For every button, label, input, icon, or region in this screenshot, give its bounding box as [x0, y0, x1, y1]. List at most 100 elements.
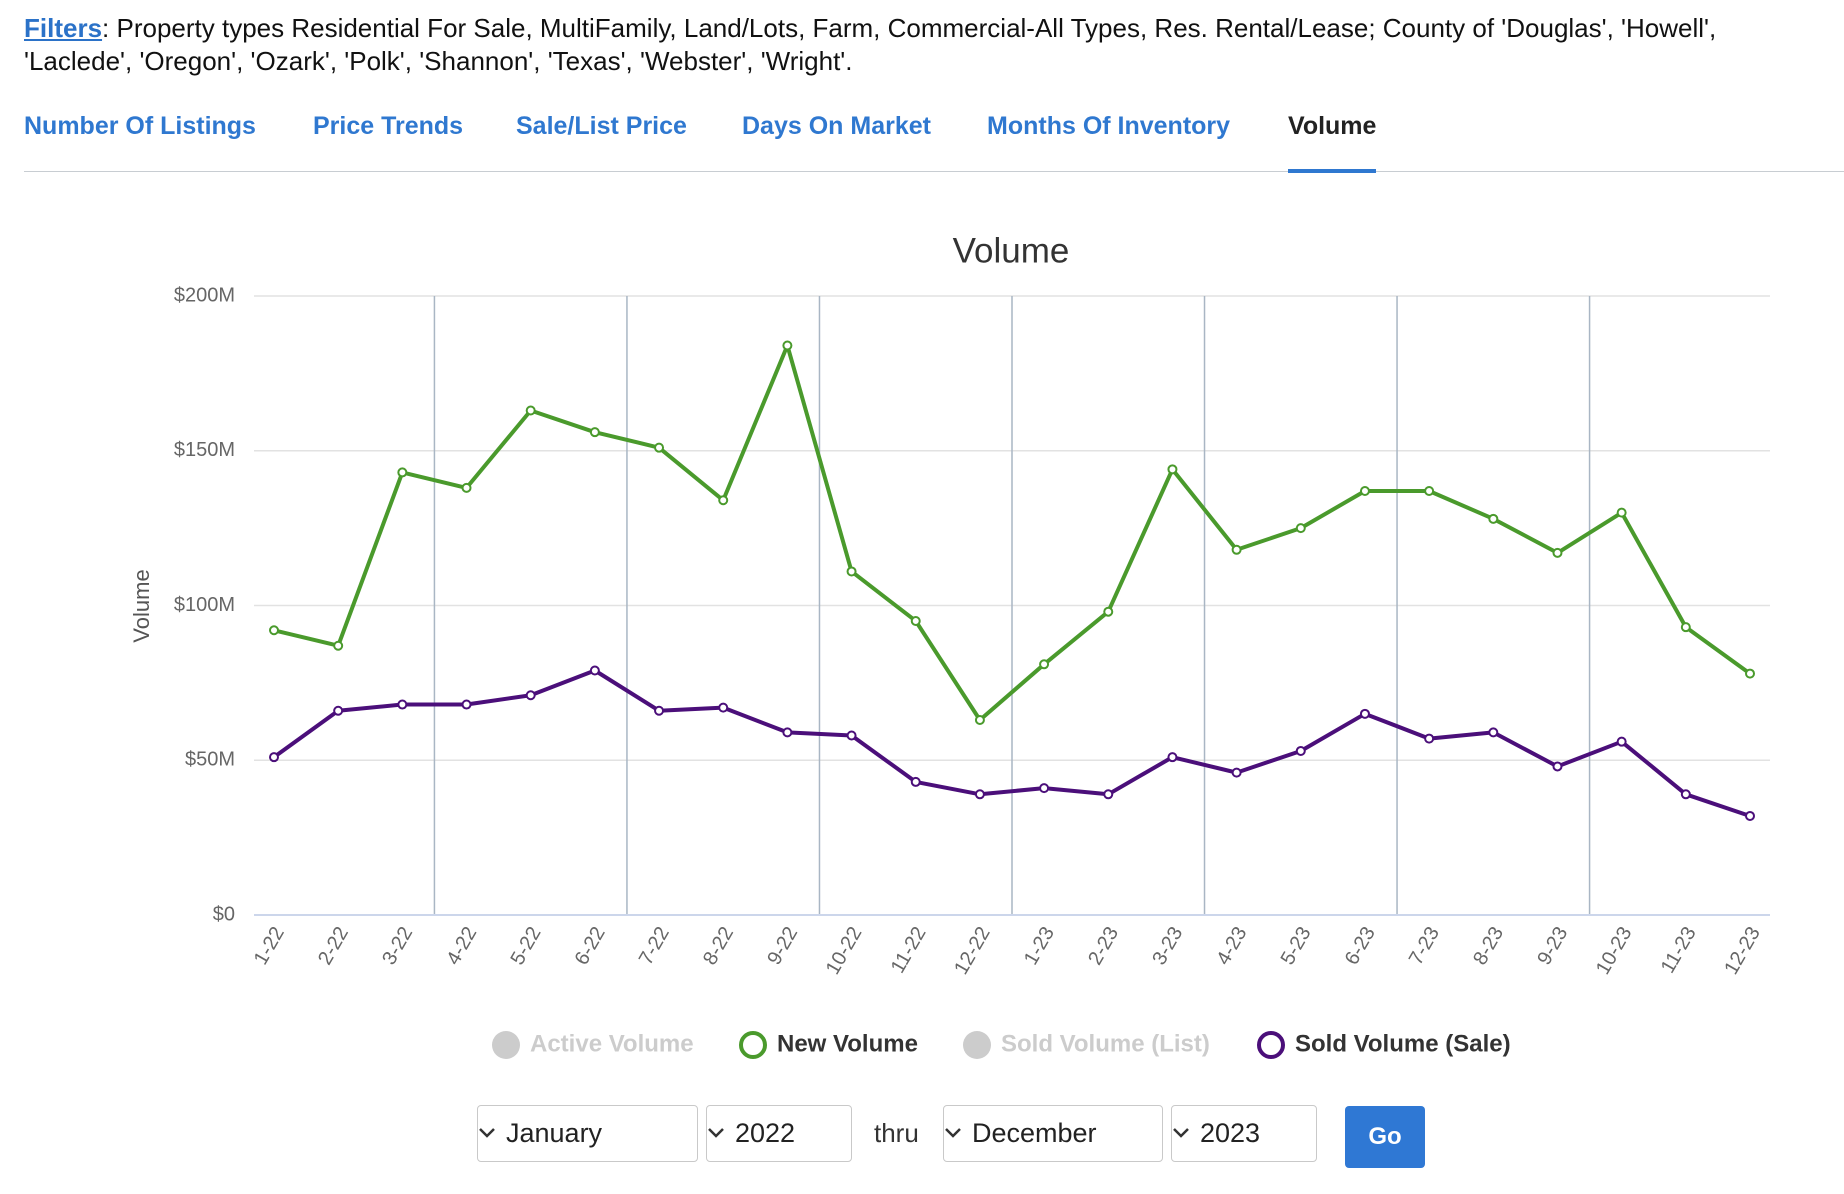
- point: [461, 482, 472, 493]
- point: [269, 752, 279, 763]
- point: [1359, 485, 1370, 496]
- filters: Filters: Property types Residential For …: [24, 12, 1814, 78]
- x-tick-label: 6-22: [571, 923, 610, 969]
- legend-label: Sold Volume (List): [1001, 1030, 1210, 1057]
- point: [1039, 783, 1050, 794]
- chevron: [945, 1128, 961, 1138]
- x-tick-label: 2-23: [1084, 923, 1123, 969]
- tab[interactable]: Months Of Inventory: [987, 112, 1231, 140]
- point: [1167, 752, 1178, 763]
- x-tick-label: 5-22: [507, 923, 546, 969]
- start-year-select[interactable]: 2022: [706, 1105, 852, 1162]
- point: [1103, 606, 1114, 617]
- series-line: [272, 668, 1751, 818]
- y-tick-label: $200M: [174, 284, 235, 306]
- start-month-select[interactable]: January: [477, 1105, 698, 1162]
- chevron: [479, 1128, 495, 1138]
- tab[interactable]: Price Trends: [313, 112, 464, 140]
- y-tick-label: $0: [213, 903, 235, 925]
- select-text: 2022: [735, 1118, 796, 1148]
- active-tab-underline: [1288, 169, 1376, 173]
- x-tick-label: 5-23: [1277, 923, 1316, 969]
- legend-label: Sold Volume (Sale): [1295, 1030, 1511, 1057]
- tab[interactable]: Sale/List Price: [516, 112, 687, 140]
- x-tick-label: 9-23: [1533, 923, 1572, 969]
- x-tick-label: 1-23: [1020, 923, 1059, 969]
- x-tick-label: 1-22: [250, 923, 289, 969]
- point: [1680, 622, 1691, 633]
- x-tick-label: 6-23: [1341, 923, 1380, 969]
- point: [1103, 789, 1114, 800]
- point: [1231, 767, 1242, 778]
- point: [1039, 659, 1050, 670]
- point: [1424, 485, 1435, 496]
- point: [1231, 544, 1242, 555]
- x-tick-label: 7-23: [1405, 923, 1444, 969]
- point: [1295, 523, 1306, 534]
- point: [1616, 736, 1627, 747]
- x-tick-label: 4-23: [1212, 923, 1251, 969]
- point: [654, 442, 665, 453]
- tab[interactable]: Days On Market: [742, 112, 931, 140]
- point: [654, 705, 665, 716]
- y-tick-label: $100M: [174, 594, 235, 616]
- x-tick-label: 10-23: [1592, 923, 1637, 978]
- x-tick-label: 2-22: [314, 923, 353, 969]
- go-button[interactable]: Go: [1345, 1106, 1425, 1168]
- y-tick-label: $150M: [174, 439, 235, 461]
- point: [1488, 727, 1499, 738]
- point: [1424, 733, 1435, 744]
- point: [782, 340, 793, 351]
- x-tick-label: 12-22: [950, 923, 995, 978]
- point: [846, 730, 857, 741]
- x-tick-label: 3-22: [378, 923, 417, 969]
- point: [910, 615, 921, 626]
- point: [974, 715, 985, 726]
- legend-marker: [963, 1031, 991, 1059]
- x-tick-label: 12-23: [1720, 923, 1765, 978]
- x-tick-label: 8-23: [1469, 923, 1508, 969]
- legend-marker: [492, 1031, 520, 1059]
- point: [269, 625, 279, 636]
- point: [397, 467, 408, 478]
- point: [718, 495, 729, 506]
- y-axis-title: Volume: [129, 569, 154, 642]
- end-year-select[interactable]: 2023: [1171, 1105, 1317, 1162]
- filters-link[interactable]: Filters: [24, 13, 103, 43]
- chart-title: Volume: [953, 231, 1070, 270]
- x-tick-label: 11-22: [887, 923, 931, 977]
- point: [910, 776, 921, 787]
- x-tick-label: 10-22: [822, 923, 867, 978]
- thru-label: thru: [874, 1118, 919, 1148]
- point: [525, 405, 536, 416]
- point: [1488, 513, 1499, 524]
- y-tick-label: $50M: [185, 749, 235, 771]
- point: [1680, 789, 1691, 800]
- legend-label: New Volume: [777, 1030, 918, 1057]
- legend-label: Active Volume: [530, 1030, 694, 1057]
- point: [1552, 761, 1563, 772]
- x-tick-label: 7-22: [635, 923, 674, 969]
- end-month-select[interactable]: December: [943, 1105, 1163, 1162]
- tab-separator: [24, 171, 1844, 172]
- tab[interactable]: Number Of Listings: [24, 112, 256, 140]
- point: [589, 665, 600, 676]
- point: [461, 699, 472, 710]
- point: [846, 566, 857, 577]
- point: [1167, 464, 1178, 475]
- point: [782, 727, 793, 738]
- point: [1745, 668, 1755, 679]
- point: [1616, 507, 1627, 518]
- point: [974, 789, 985, 800]
- series-line: [273, 343, 1752, 723]
- chevron: [1173, 1128, 1189, 1138]
- point: [1295, 745, 1306, 756]
- point: [333, 640, 344, 651]
- tab[interactable]: Volume: [1288, 112, 1377, 140]
- legend-marker: [739, 1031, 767, 1059]
- point: [1745, 810, 1755, 821]
- filters-text: : Property types Residential For Sale, M…: [24, 13, 1717, 76]
- chevron: [708, 1128, 724, 1138]
